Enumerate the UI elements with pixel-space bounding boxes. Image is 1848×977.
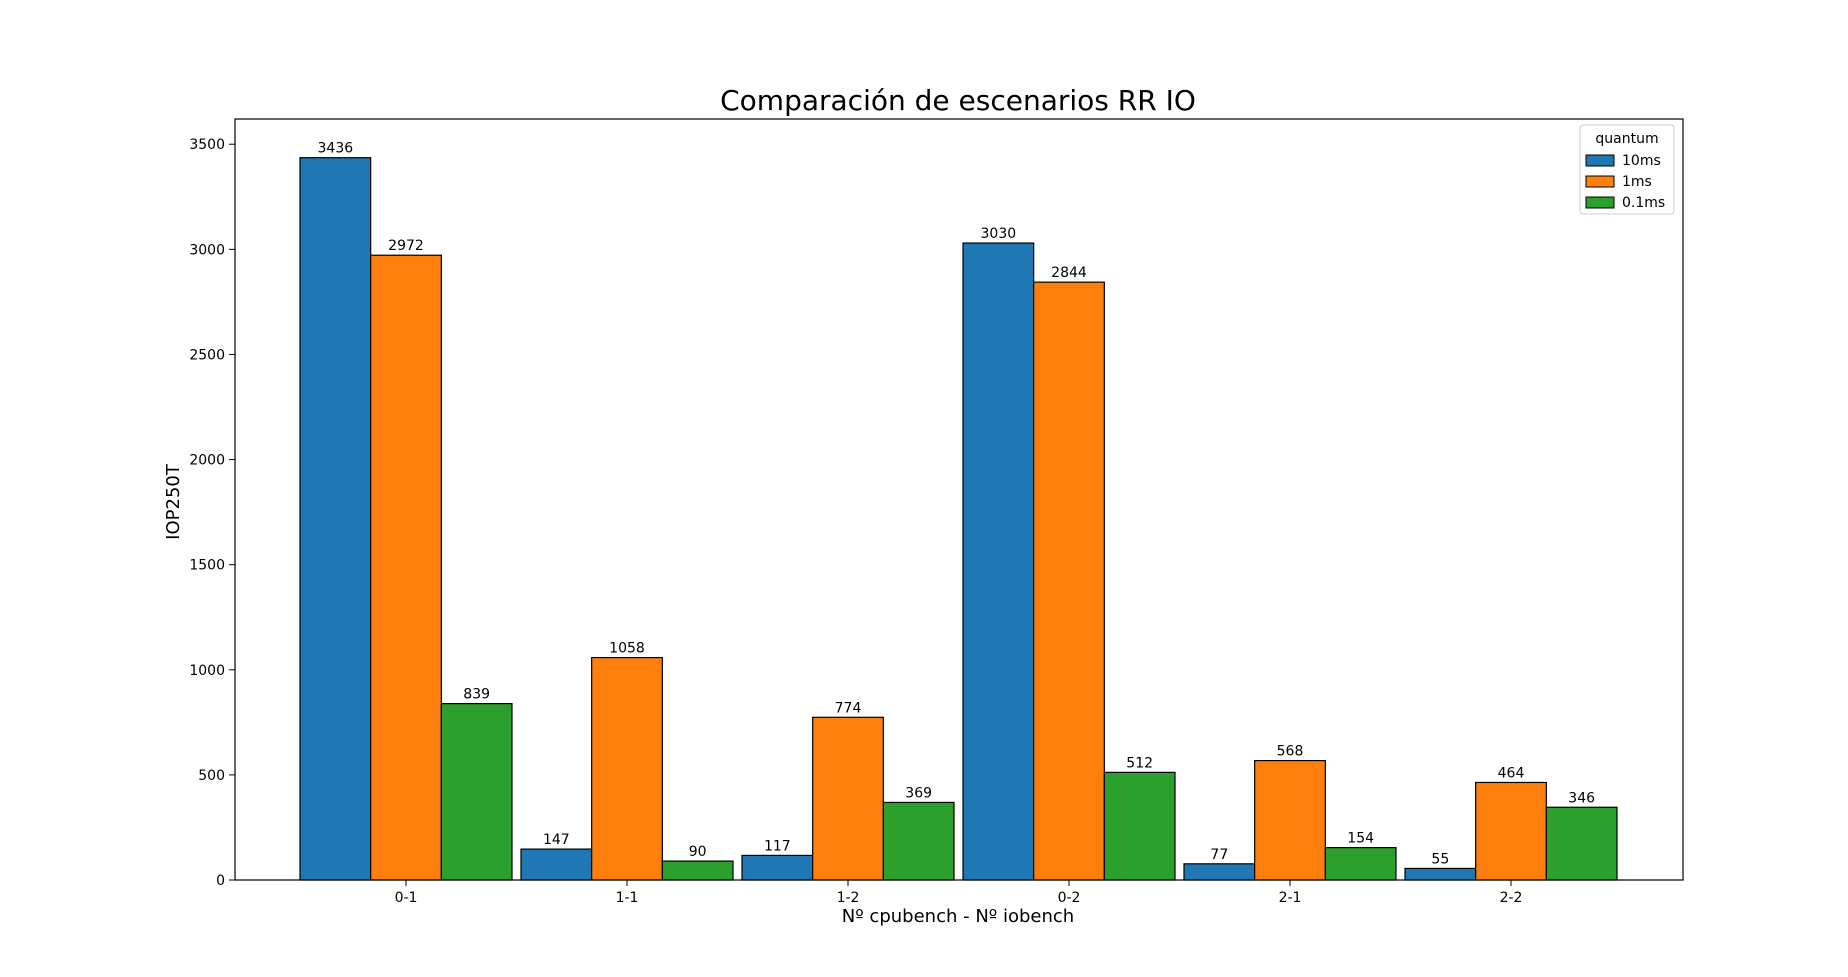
y-tick-label: 1000: [189, 663, 225, 679]
bar-1ms-2-2: [1475, 781, 1547, 881]
y-tick-label: 2000: [189, 453, 225, 469]
bar-1ms-1-2: [812, 716, 884, 881]
legend-label-1ms: 1ms: [1622, 174, 1652, 190]
bar-value-label: 774: [835, 700, 862, 716]
bar-value-label: 568: [1277, 744, 1304, 760]
y-tick-label: 3500: [189, 137, 225, 153]
bar-10ms-1-1: [520, 848, 593, 881]
bar-value-label: 90: [689, 844, 707, 860]
bar-10ms-2-1: [1183, 863, 1256, 881]
y-tick-label: 2500: [189, 347, 225, 363]
bar-value-label: 346: [1568, 790, 1595, 806]
x-tick-label: 1-1: [616, 890, 639, 906]
bar-0.1ms-0-2: [1103, 771, 1176, 881]
bar-1ms-1-1: [591, 656, 663, 881]
legend-title: quantum: [1595, 131, 1658, 147]
bar-value-label: 1058: [609, 641, 645, 657]
bar-value-label: 839: [463, 687, 490, 703]
x-tick-label: 0-2: [1058, 890, 1081, 906]
x-tick-label: 2-2: [1500, 890, 1523, 906]
chart-title: Comparación de escenarios RR IO: [720, 84, 1196, 117]
bar-0.1ms-1-1: [661, 860, 734, 881]
bar-value-label: 2844: [1051, 265, 1087, 281]
bar-10ms-0-2: [962, 242, 1035, 881]
bar-value-label: 512: [1126, 755, 1153, 771]
bar-1ms-0-2: [1033, 281, 1105, 881]
y-axis-label: IOP250T: [163, 463, 184, 540]
y-tick-label: 3000: [189, 242, 225, 258]
bar-value-label: 147: [543, 832, 570, 848]
legend-label-0.1ms: 0.1ms: [1622, 195, 1665, 211]
y-tick-label: 0: [216, 873, 225, 889]
bar-value-label: 154: [1347, 831, 1374, 847]
bar-10ms-0-1: [299, 157, 372, 881]
x-tick-label: 0-1: [395, 890, 418, 906]
legend-label-10ms: 10ms: [1622, 153, 1661, 169]
legend-swatch-1ms: [1585, 175, 1615, 188]
x-tick-label: 2-1: [1279, 890, 1302, 906]
bar-0.1ms-2-1: [1324, 847, 1397, 881]
bar-value-label: 369: [905, 785, 932, 801]
bar-0.1ms-2-2: [1545, 806, 1618, 881]
bar-10ms-2-2: [1404, 867, 1477, 881]
plot-frame: [234, 118, 1684, 881]
bar-1ms-2-1: [1254, 759, 1326, 881]
bar-0.1ms-1-2: [882, 801, 955, 881]
legend-swatch-0.1ms: [1585, 196, 1615, 209]
bar-value-label: 3436: [318, 141, 354, 157]
y-tick-label: 1500: [189, 558, 225, 574]
bar-value-label: 55: [1431, 851, 1449, 867]
legend: quantum 10ms 1ms 0.1ms: [1579, 124, 1675, 215]
y-tick-label: 500: [198, 768, 225, 784]
bar-0.1ms-0-1: [440, 703, 513, 881]
legend-swatch-10ms: [1585, 154, 1615, 167]
bar-10ms-1-2: [741, 854, 814, 881]
bar-value-label: 464: [1498, 765, 1525, 781]
x-tick-label: 1-2: [837, 890, 860, 906]
bar-value-label: 117: [764, 838, 791, 854]
bar-value-label: 77: [1210, 847, 1228, 863]
legend-box: [1579, 124, 1675, 215]
bar-value-label: 2972: [388, 238, 424, 254]
bar-1ms-0-1: [370, 254, 442, 881]
plot-area: 0 500 1000 1500 2000 2500 3000 3500 0-1 3436 2972 8…: [189, 118, 1684, 906]
bar-value-label: 3030: [981, 226, 1017, 242]
x-axis-label: Nº cpubench - Nº iobench: [842, 906, 1074, 927]
